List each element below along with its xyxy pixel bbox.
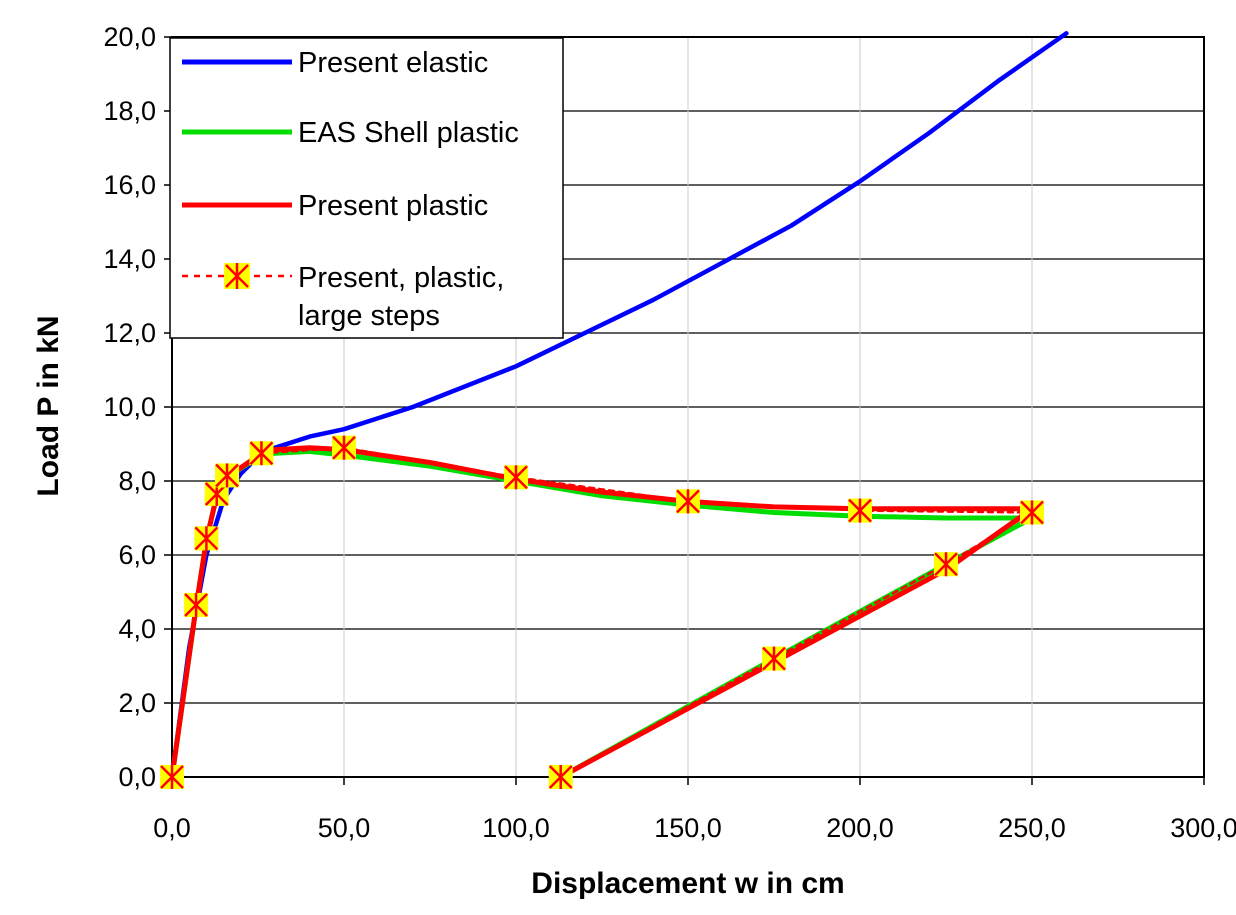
legend-label-present-plastic-large-steps-line2: large steps [298,300,440,332]
y-axis-title: Load P in kN [32,315,65,496]
x-tick-label: 250,0 [998,813,1066,843]
data-point-marker [934,552,958,577]
legend-label-eas-shell-plastic: EAS Shell plastic [298,117,519,149]
data-point-marker [332,435,356,460]
series-line-present-plastic-large-steps [170,446,1034,779]
data-point-marker [249,441,274,466]
series-line-eas-shell-plastic [169,448,1035,780]
data-point-marker [194,526,219,551]
y-tick-label: 16,0 [103,170,156,200]
legend-label-present-elastic: Present elastic [298,47,488,79]
y-tick-label: 0,0 [118,762,156,792]
x-tick-label: 150,0 [654,813,722,843]
legend-marker-present-plastic-large-steps [224,263,250,289]
data-point-marker [762,646,786,671]
y-tick-label: 20,0 [103,22,156,52]
y-tick-label: 18,0 [103,96,156,126]
data-point-marker [184,592,209,617]
y-tick-label: 4,0 [118,614,156,644]
y-tick-label: 10,0 [103,392,156,422]
tick-labels: 0,0 2,0 4,0 6,0 8,0 10,0 12,0 14,0 16,0 18,0 20,0 0… [103,22,1236,843]
y-tick-label: 2,0 [118,688,156,718]
y-tick-label: 8,0 [118,466,156,496]
data-point-marker [676,489,700,514]
legend: Present elastic EAS Shell plastic Presen… [169,37,564,339]
legend-label-present-plastic: Present plastic [298,190,488,222]
data-point-marker [215,463,240,488]
markers [160,435,1044,789]
x-tick-label: 100,0 [482,813,550,843]
plot-area-frame [171,36,1205,778]
data-point-marker [548,765,573,789]
x-tick-label: 300,0 [1170,813,1236,843]
x-tick-label: 0,0 [153,813,191,843]
data-point-marker [1020,500,1044,525]
x-tick-label: 50,0 [318,813,371,843]
x-tick-label: 200,0 [826,813,894,843]
data-point-marker [848,498,872,523]
data-point-marker [160,765,184,789]
x-axis-title: Displacement w in cm [531,867,844,900]
data-point-marker [504,465,528,490]
y-tick-label: 14,0 [103,244,156,274]
y-tick-label: 12,0 [103,318,156,348]
y-tick-label: 6,0 [118,540,156,570]
legend-label-present-plastic-large-steps-line1: Present, plastic, [298,262,504,294]
